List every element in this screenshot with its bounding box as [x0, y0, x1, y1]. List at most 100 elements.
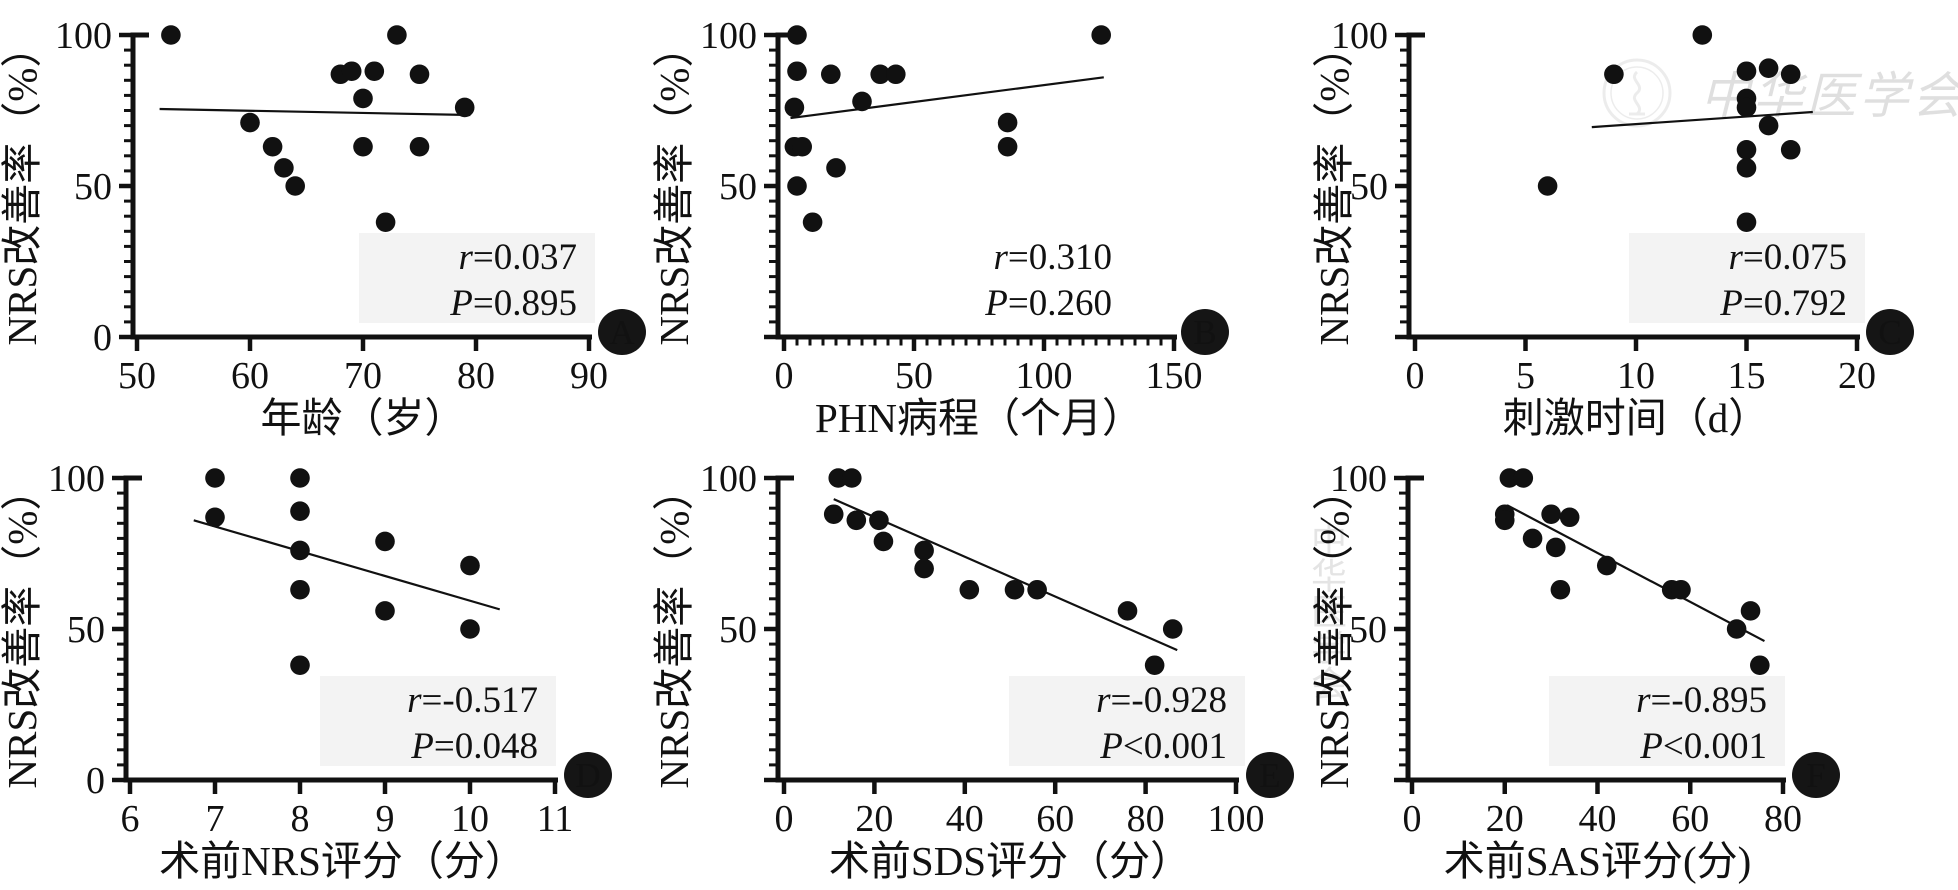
stats-r: r=-0.928	[1096, 680, 1227, 721]
data-point	[1004, 579, 1025, 600]
trend-line	[1506, 504, 1765, 643]
x-tick-label: 6	[121, 798, 140, 840]
data-point	[353, 88, 373, 109]
data-point	[826, 158, 846, 178]
data-point	[1117, 601, 1138, 621]
y-axis-title: NRS改善率（%）	[1312, 470, 1357, 789]
data-point	[1671, 579, 1691, 600]
stats-p: P=0.260	[984, 283, 1112, 324]
data-point	[1499, 468, 1520, 488]
scatter-panel-F: 中华医学会 50 100 0 20 40 60 80 r=-0.895 P<0.001 F 术前SAS…	[1306, 443, 1958, 885]
y-tick-label: 0	[86, 760, 105, 802]
data-point	[1750, 655, 1770, 676]
data-point	[1027, 579, 1047, 600]
data-point	[1736, 97, 1757, 118]
panel-D-canvas: 0 50 100 6 7 8 9 10 11 r=-0.517 P=0.048 D 术前NRS评分（分）…	[0, 458, 612, 884]
stats-r: r=-0.895	[1636, 680, 1767, 721]
watermark-logo: 中华医学会	[1602, 58, 1958, 128]
panel-badge-label: D	[575, 756, 600, 795]
scatter-panel-D: 0 50 100 6 7 8 9 10 11 r=-0.517 P=0.048 D 术前NRS评分（分）…	[0, 443, 652, 885]
y-axis-title: NRS改善率（%）	[652, 27, 697, 346]
panel-F-canvas: 中华医学会 50 100 0 20 40 60 80 r=-0.895 P<0.001 F 术前SAS…	[1306, 458, 1840, 884]
x-axis-title: 年龄（岁）	[261, 395, 466, 441]
data-point	[1550, 579, 1571, 600]
x-tick-label: 90	[570, 355, 608, 397]
data-point	[997, 136, 1018, 157]
x-tick-label: 100	[1016, 355, 1073, 397]
x-tick-label: 50	[895, 355, 933, 397]
scatter-panel-E: 50 100 0 20 40 60 80 100 r=-0.928 P<0.001 E 术前SDS评分…	[651, 443, 1312, 885]
x-tick-label: 20	[1486, 798, 1524, 840]
data-point	[290, 540, 310, 561]
panel-badge-label: A	[609, 313, 635, 352]
x-tick-label: 7	[206, 798, 225, 840]
data-point	[262, 136, 283, 157]
x-tick-label: 0	[1406, 355, 1425, 397]
y-tick-label: 100	[700, 458, 757, 500]
stats-p: P=0.895	[449, 283, 577, 324]
panel-E-canvas: 50 100 0 20 40 60 80 100 r=-0.928 P<0.001 E 术前SDS评分…	[651, 458, 1294, 884]
data-point	[1736, 61, 1757, 82]
panel-badge-label: B	[1193, 313, 1216, 352]
data-point	[784, 97, 805, 118]
data-point	[823, 504, 844, 525]
x-tick-label: 80	[1127, 798, 1165, 840]
x-tick-label: 100	[1208, 798, 1265, 840]
panel-badge	[564, 752, 612, 798]
data-point	[375, 531, 395, 552]
x-axis-title: PHN病程（个月）	[815, 395, 1143, 441]
panel-badge	[1792, 752, 1840, 798]
data-point	[787, 61, 807, 82]
x-tick-label: 60	[1671, 798, 1709, 840]
data-point	[1541, 504, 1561, 525]
data-point	[914, 558, 934, 579]
panel-badge-label: C	[1878, 313, 1901, 352]
x-tick-label: 8	[291, 798, 310, 840]
trend-line	[1591, 110, 1813, 129]
trend-line	[790, 76, 1104, 120]
x-tick-label: 60	[1036, 798, 1074, 840]
stats-p: P<0.001	[1099, 726, 1227, 767]
x-tick-label: 15	[1728, 355, 1766, 397]
stats-backdrop	[1629, 233, 1865, 323]
data-point	[852, 91, 872, 112]
y-tick-label: 100	[700, 15, 757, 57]
data-point	[1144, 655, 1165, 676]
panel-B-canvas: 50 100 0 50 100 150 r=0.310 P=0.260 B PHN病程（个月） NR…	[651, 15, 1229, 441]
y-axis-title: NRS改善率（%）	[652, 470, 697, 789]
data-point	[821, 64, 841, 85]
stats-backdrop	[1009, 676, 1245, 766]
x-axis-title: 术前SAS评分(分)	[1444, 838, 1752, 884]
y-tick-label: 0	[93, 317, 112, 359]
data-point	[787, 25, 807, 45]
data-point	[1091, 25, 1111, 45]
data-point	[1522, 528, 1543, 549]
data-point	[285, 176, 306, 196]
data-point	[1596, 555, 1617, 576]
panel-badge-label: E	[1259, 756, 1280, 795]
panel-C-canvas: 中华医学会 50 100 0 5 10 15 20 r=0.075 P=0.792 C 刺激时间（d）…	[1311, 15, 1958, 441]
data-point	[802, 212, 823, 233]
y-axis-title: NRS改善率（%）	[1312, 27, 1357, 346]
stats-r: r=-0.517	[407, 680, 538, 721]
data-point	[1162, 619, 1183, 639]
y-tick-label: 50	[1349, 609, 1387, 651]
data-point	[364, 61, 385, 82]
data-point	[792, 136, 812, 157]
y-tick-label: 50	[74, 166, 112, 208]
data-point	[1758, 115, 1779, 136]
x-tick-label: 80	[457, 355, 495, 397]
y-tick-label: 50	[1350, 166, 1388, 208]
stats-backdrop	[359, 233, 595, 323]
x-tick-label: 40	[946, 798, 984, 840]
data-point	[341, 61, 362, 82]
data-point	[353, 136, 373, 157]
x-tick-label: 10	[451, 798, 489, 840]
data-point	[460, 555, 480, 576]
y-tick-label: 50	[67, 609, 105, 651]
stats-backdrop	[1549, 676, 1785, 766]
data-point	[161, 25, 181, 45]
data-point	[205, 507, 225, 528]
data-point	[454, 97, 475, 118]
scatter-panel-C: 中华医学会 50 100 0 5 10 15 20 r=0.075 P=0.792 C 刺激时间（d）…	[1311, 0, 1958, 442]
